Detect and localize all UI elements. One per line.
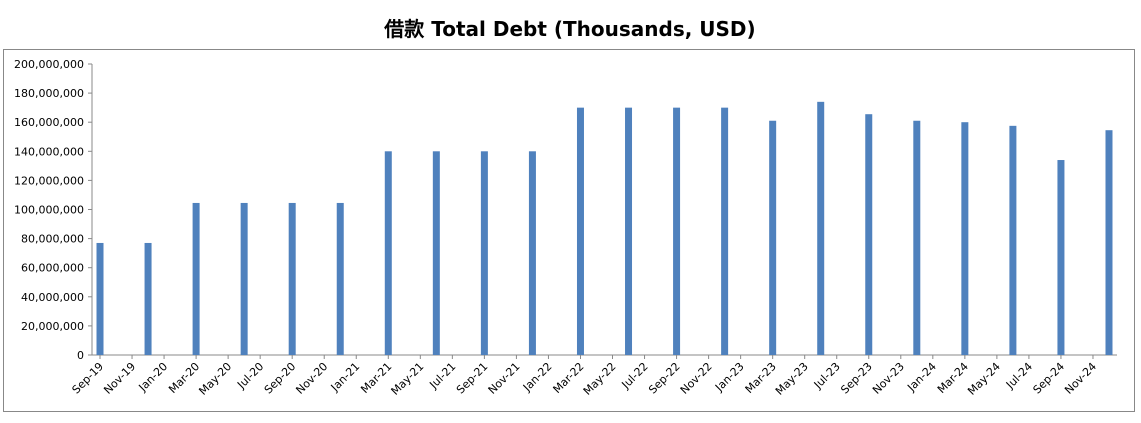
bar [576, 107, 584, 356]
x-tick-label: Sep-19 [70, 360, 107, 397]
x-tick-label: Jan-20 [136, 360, 171, 395]
x-tick-label: Sep-22 [646, 360, 683, 397]
y-tick-label: 0 [77, 349, 84, 362]
x-tick-label: Mar-23 [743, 360, 779, 396]
x-tick-label: Jan-22 [520, 360, 555, 395]
x-tick-label: May-22 [581, 360, 619, 398]
x-tick-label: Mar-20 [166, 360, 202, 396]
bar [1057, 160, 1065, 355]
bar [961, 122, 969, 355]
y-tick-label: 200,000,000 [14, 58, 84, 71]
x-tick-label: Sep-21 [454, 360, 491, 397]
chart-frame [3, 49, 1135, 412]
x-tick-label: Sep-23 [838, 360, 875, 397]
bar [673, 107, 681, 356]
y-tick-label: 20,000,000 [21, 320, 84, 333]
y-tick-label: 40,000,000 [21, 291, 84, 304]
bar [1105, 130, 1113, 355]
bar [384, 151, 392, 355]
x-tick-label: Jan-23 [712, 360, 747, 395]
y-tick-label: 60,000,000 [21, 262, 84, 275]
y-tick-label: 100,000,000 [14, 204, 84, 217]
bar [721, 107, 729, 356]
bar [769, 120, 777, 356]
x-tick-label: Mar-22 [551, 360, 587, 396]
x-tick-label: Nov-23 [870, 360, 907, 397]
x-tick-label: May-20 [196, 360, 234, 398]
bar [336, 202, 344, 355]
bar [96, 242, 104, 355]
bar [528, 151, 536, 355]
bar [1009, 125, 1017, 356]
x-tick-label: Mar-21 [358, 360, 394, 396]
bar [240, 202, 248, 355]
y-tick-label: 140,000,000 [14, 145, 84, 158]
bar [817, 101, 825, 355]
x-tick-label: May-24 [965, 360, 1003, 398]
bar [913, 120, 921, 356]
chart-title: 借款 Total Debt (Thousands, USD) [383, 17, 755, 41]
x-tick-label: Nov-20 [293, 360, 330, 397]
x-tick-label: Sep-24 [1031, 360, 1068, 397]
bar [865, 114, 873, 355]
x-tick-label: Mar-24 [935, 360, 971, 396]
x-tick-label: Sep-20 [262, 360, 299, 397]
x-tick-label: May-23 [773, 360, 811, 398]
bar [432, 151, 440, 355]
bar [480, 151, 488, 355]
y-tick-label: 80,000,000 [21, 233, 84, 246]
bar [192, 202, 200, 355]
y-tick-label: 160,000,000 [14, 116, 84, 129]
x-tick-label: Jan-24 [904, 360, 939, 395]
bar [288, 202, 296, 355]
y-tick-label: 120,000,000 [14, 174, 84, 187]
bar [144, 242, 152, 355]
x-tick-label: Nov-24 [1062, 360, 1099, 397]
x-tick-label: Nov-21 [486, 360, 523, 397]
x-tick-label: Nov-19 [101, 360, 138, 397]
x-tick-label: Nov-22 [678, 360, 715, 397]
x-tick-label: May-21 [389, 360, 427, 398]
x-tick-label: Jan-21 [328, 360, 363, 395]
y-tick-label: 180,000,000 [14, 87, 84, 100]
bar [625, 107, 633, 356]
